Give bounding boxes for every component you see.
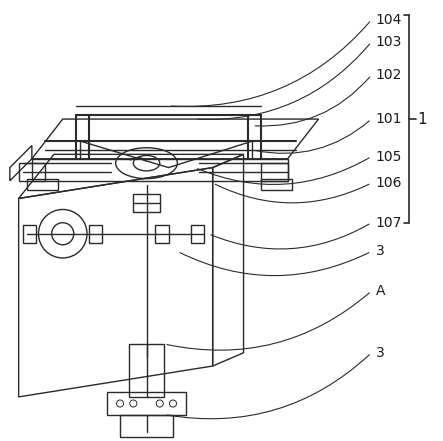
Text: 107: 107 <box>376 216 402 230</box>
Text: 1: 1 <box>418 112 427 127</box>
Text: 3: 3 <box>376 244 385 258</box>
Bar <box>261 179 292 190</box>
Bar <box>19 163 45 181</box>
Text: 104: 104 <box>376 13 402 27</box>
Bar <box>107 392 186 415</box>
Text: 106: 106 <box>376 176 402 190</box>
Bar <box>120 415 173 437</box>
Bar <box>133 194 160 212</box>
Bar <box>261 163 288 181</box>
Bar <box>155 225 169 243</box>
Text: 102: 102 <box>376 68 402 82</box>
Text: 3: 3 <box>376 346 385 360</box>
Bar <box>27 179 58 190</box>
Text: 105: 105 <box>376 149 402 164</box>
Bar <box>190 225 204 243</box>
Text: 101: 101 <box>376 112 402 126</box>
Bar <box>89 225 102 243</box>
Bar <box>23 225 36 243</box>
Text: A: A <box>376 284 385 298</box>
Bar <box>129 344 164 397</box>
Text: 103: 103 <box>376 35 402 49</box>
